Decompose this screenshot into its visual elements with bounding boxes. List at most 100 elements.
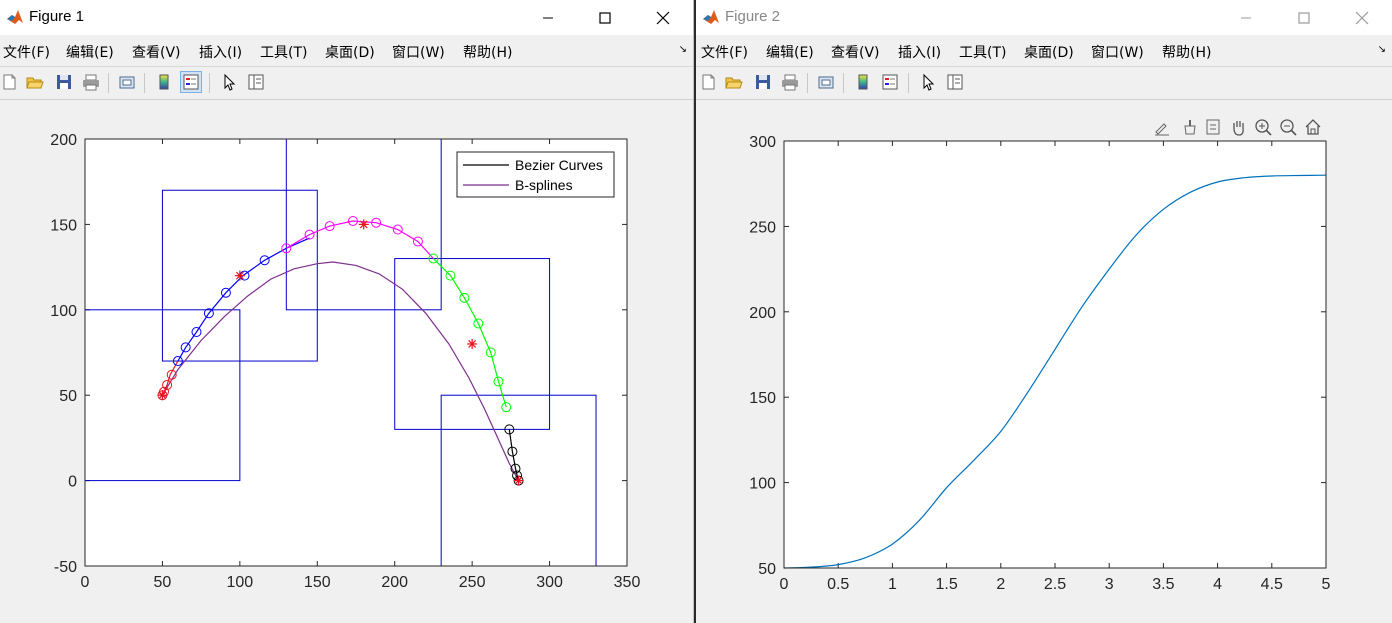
x-tick-label: 100	[227, 574, 254, 591]
legend-box	[456, 151, 615, 198]
property-inspector-icon[interactable]	[245, 71, 267, 93]
x-tick-label: 2	[996, 576, 1005, 593]
x-tick-label: 150	[304, 574, 331, 591]
menu-bar: 文件(F) 编辑(E) 查看(V) 插入(I) 工具(T) 桌面(D) 窗口(W…	[696, 38, 1392, 64]
curve-point-marker	[191, 327, 202, 338]
new-figure-icon[interactable]	[0, 71, 20, 93]
menu-view[interactable]: 查看(V)	[132, 45, 181, 61]
window-title: Figure 2	[725, 8, 781, 25]
x-tick-label: 1.5	[935, 576, 957, 593]
curve-point-marker	[507, 446, 518, 457]
maximize-icon	[1298, 11, 1310, 24]
menu-window[interactable]: 窗口(W)	[1091, 45, 1144, 61]
x-tick-label: 200	[381, 574, 408, 591]
curve-point-marker	[392, 224, 403, 235]
data-tips-icon[interactable]	[1202, 116, 1224, 138]
dock-arrow-icon[interactable]: ↘	[678, 44, 687, 55]
property-inspector-icon[interactable]	[944, 71, 966, 93]
legend-icon[interactable]	[180, 71, 202, 93]
menu-help[interactable]: 帮助(H)	[1162, 45, 1212, 61]
maximize-button[interactable]	[1281, 0, 1327, 35]
print-preview-icon[interactable]	[116, 71, 138, 93]
menu-file[interactable]: 文件(F)	[701, 45, 748, 61]
print-icon[interactable]	[779, 71, 801, 93]
curve-point-marker	[473, 318, 484, 329]
brush-edit-icon[interactable]	[1151, 116, 1173, 138]
menu-edit[interactable]: 编辑(E)	[66, 45, 114, 61]
control-point-stroke	[359, 220, 368, 229]
y-tick-label: 100	[749, 476, 776, 493]
dock-arrow-icon[interactable]: ↘	[1377, 44, 1386, 55]
pointer-icon[interactable]	[218, 71, 240, 93]
menu-edit[interactable]: 编辑(E)	[766, 45, 814, 61]
close-button[interactable]	[640, 0, 686, 35]
close-button[interactable]	[1339, 0, 1385, 35]
pan-icon[interactable]	[1227, 116, 1249, 138]
open-file-icon[interactable]	[723, 71, 745, 93]
bezier-segment	[285, 220, 434, 260]
menu-insert[interactable]: 插入(I)	[199, 45, 243, 61]
menu-file[interactable]: 文件(F)	[3, 45, 50, 61]
zoom-in-icon[interactable]	[1252, 116, 1274, 138]
y-tick-label: 300	[749, 134, 776, 151]
menu-view[interactable]: 查看(V)	[831, 45, 880, 61]
x-tick-label: 300	[536, 574, 563, 591]
window-title: Figure 1	[29, 8, 85, 25]
plot-area: 0 0.5 1 1.5 2 2.5 3 3.5 4 4.5 5 50 100 150 200 250 300	[696, 99, 1392, 623]
figure-1-window: Figure 1 文件(F) 编辑(E) 查看(V) 插入(I) 工具(T) 桌…	[0, 0, 694, 623]
menu-tools[interactable]: 工具(T)	[260, 45, 308, 61]
response-curve-chart[interactable]: 0 0.5 1 1.5 2 2.5 3 3.5 4 4.5 5 50 100 150 200 250 300	[696, 99, 1392, 623]
curve-point-marker	[259, 255, 270, 266]
save-icon[interactable]	[752, 71, 774, 93]
maximize-icon	[599, 11, 611, 24]
legend-icon[interactable]	[879, 71, 901, 93]
axes-background	[784, 141, 1326, 568]
maximize-button[interactable]	[582, 0, 628, 35]
curve-point-marker	[371, 217, 382, 228]
response-series-line	[783, 174, 1327, 569]
curve-point-marker	[501, 402, 512, 413]
y-tick-label: 0	[68, 474, 77, 491]
curve-point-marker	[203, 308, 214, 319]
toolbar-separator	[144, 73, 145, 93]
control-point-marker	[157, 390, 168, 401]
colorbar-icon[interactable]	[852, 71, 874, 93]
figure-toolbar	[696, 66, 1392, 100]
bounding-rectangle	[161, 189, 318, 362]
menu-window[interactable]: 窗口(W)	[392, 45, 445, 61]
zoom-out-icon[interactable]	[1277, 116, 1299, 138]
bezier-segment	[508, 429, 520, 481]
toolbar-separator	[108, 73, 109, 93]
minimize-button[interactable]	[525, 0, 571, 35]
legend-entry-label: Bezier Curves	[515, 157, 603, 173]
menu-desktop[interactable]: 桌面(D)	[325, 45, 375, 61]
x-tick-label: 0.5	[827, 576, 849, 593]
control-point-marker	[513, 475, 524, 486]
close-icon	[1355, 11, 1369, 24]
colorbar-icon[interactable]	[153, 71, 175, 93]
pointer-icon[interactable]	[917, 71, 939, 93]
figure-toolbar	[0, 66, 693, 100]
new-figure-icon[interactable]	[697, 71, 719, 93]
menu-desktop[interactable]: 桌面(D)	[1024, 45, 1074, 61]
save-icon[interactable]	[53, 71, 75, 93]
home-icon[interactable]	[1302, 116, 1324, 138]
y-tick-label: 200	[749, 305, 776, 322]
open-file-icon[interactable]	[24, 71, 46, 93]
control-point-stroke	[158, 391, 167, 400]
print-preview-icon[interactable]	[815, 71, 837, 93]
y-tick-label: 150	[50, 217, 77, 234]
data-brush-icon[interactable]	[1177, 116, 1199, 138]
y-tick-label: 250	[749, 219, 776, 236]
minimize-button[interactable]	[1223, 0, 1269, 35]
bezier-segment	[177, 237, 310, 362]
menu-tools[interactable]: 工具(T)	[959, 45, 1007, 61]
x-tick-label: 4.5	[1261, 576, 1283, 593]
title-bar[interactable]: Figure 2	[696, 0, 1392, 35]
title-bar[interactable]: Figure 1	[0, 0, 693, 35]
print-icon[interactable]	[80, 71, 102, 93]
menu-help[interactable]: 帮助(H)	[463, 45, 513, 61]
menu-insert[interactable]: 插入(I)	[898, 45, 942, 61]
bspline-curve	[161, 261, 520, 481]
bezier-bspline-chart[interactable]: 0 50 100 150 200 250 300 350-50050100150200Bezi…	[0, 99, 693, 623]
